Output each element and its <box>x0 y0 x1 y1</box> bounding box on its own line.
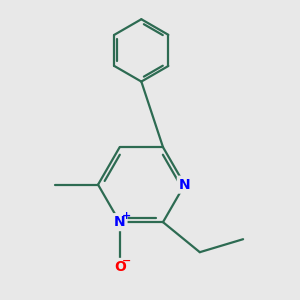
Text: N: N <box>179 178 190 192</box>
Text: O: O <box>114 260 126 274</box>
Text: −: − <box>122 255 131 266</box>
Text: N: N <box>114 215 125 229</box>
Text: +: + <box>122 211 131 220</box>
